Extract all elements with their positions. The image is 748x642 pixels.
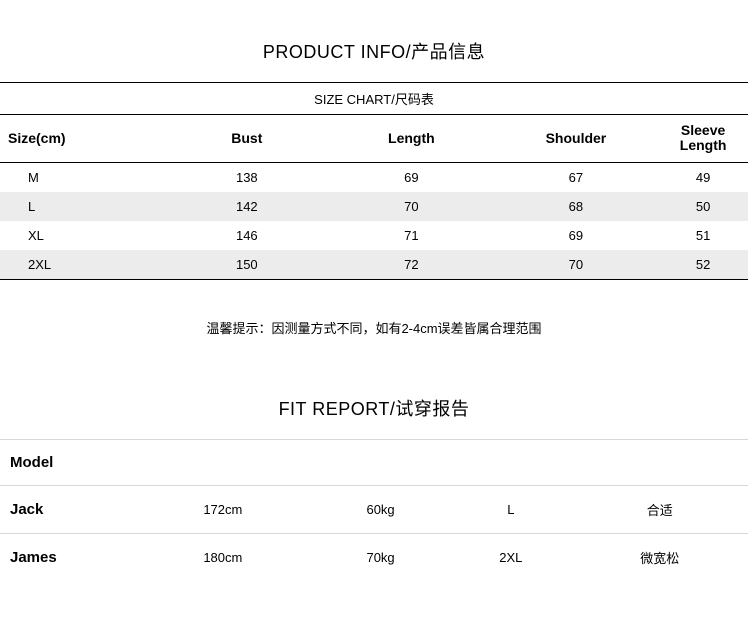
cell-length: 71 (329, 221, 494, 250)
table-row: M 138 69 67 49 (0, 162, 748, 192)
cell-sleeve: 50 (658, 192, 748, 221)
fit-size: L (450, 485, 572, 533)
fit-empty (135, 439, 311, 485)
cell-shoulder: 69 (494, 221, 659, 250)
cell-bust: 138 (165, 162, 330, 192)
table-row: 2XL 150 72 70 52 (0, 250, 748, 280)
table-row: L 142 70 68 50 (0, 192, 748, 221)
fit-fit: 合适 (572, 485, 748, 533)
fit-model-label: Model (0, 439, 135, 485)
measurement-note: 温馨提示：因测量方式不同，如有2-4cm误差皆属合理范围 (0, 318, 748, 337)
fit-weight: 70kg (311, 533, 450, 581)
fit-size: 2XL (450, 533, 572, 581)
fit-row: Jack 172cm 60kg L 合适 (0, 485, 748, 533)
cell-sleeve: 51 (658, 221, 748, 250)
cell-size: XL (0, 221, 165, 250)
fit-name: James (0, 533, 135, 581)
cell-sleeve: 49 (658, 162, 748, 192)
cell-length: 70 (329, 192, 494, 221)
cell-shoulder: 68 (494, 192, 659, 221)
fit-report-title: FIT REPORT/试穿报告 (0, 395, 748, 421)
cell-bust: 146 (165, 221, 330, 250)
cell-bust: 142 (165, 192, 330, 221)
fit-empty (311, 439, 450, 485)
cell-size: L (0, 192, 165, 221)
size-chart-subtitle: SIZE CHART/尺码表 (0, 82, 748, 115)
col-length: Length (329, 115, 494, 162)
col-sleeve-l2: Length (680, 137, 727, 153)
size-chart-table: Size(cm) Bust Length Shoulder Sleeve Len… (0, 115, 748, 280)
fit-empty (450, 439, 572, 485)
fit-header-row: Model (0, 439, 748, 485)
fit-name: Jack (0, 485, 135, 533)
col-bust: Bust (165, 115, 330, 162)
cell-shoulder: 70 (494, 250, 659, 280)
fit-height: 172cm (135, 485, 311, 533)
product-info-title: PRODUCT INFO/产品信息 (0, 38, 748, 64)
fit-height: 180cm (135, 533, 311, 581)
cell-bust: 150 (165, 250, 330, 280)
fit-row: James 180cm 70kg 2XL 微宽松 (0, 533, 748, 581)
cell-sleeve: 52 (658, 250, 748, 280)
size-chart-header-row: Size(cm) Bust Length Shoulder Sleeve Len… (0, 115, 748, 162)
col-size: Size(cm) (0, 115, 165, 162)
cell-size: 2XL (0, 250, 165, 280)
cell-size: M (0, 162, 165, 192)
fit-fit: 微宽松 (572, 533, 748, 581)
fit-weight: 60kg (311, 485, 450, 533)
cell-shoulder: 67 (494, 162, 659, 192)
col-shoulder: Shoulder (494, 115, 659, 162)
col-sleeve-l1: Sleeve (681, 122, 725, 138)
table-row: XL 146 71 69 51 (0, 221, 748, 250)
col-sleeve: Sleeve Length (658, 115, 748, 162)
fit-empty (572, 439, 748, 485)
cell-length: 72 (329, 250, 494, 280)
cell-length: 69 (329, 162, 494, 192)
fit-report-table: Model Jack 172cm 60kg L 合适 James 180cm 7… (0, 439, 748, 581)
